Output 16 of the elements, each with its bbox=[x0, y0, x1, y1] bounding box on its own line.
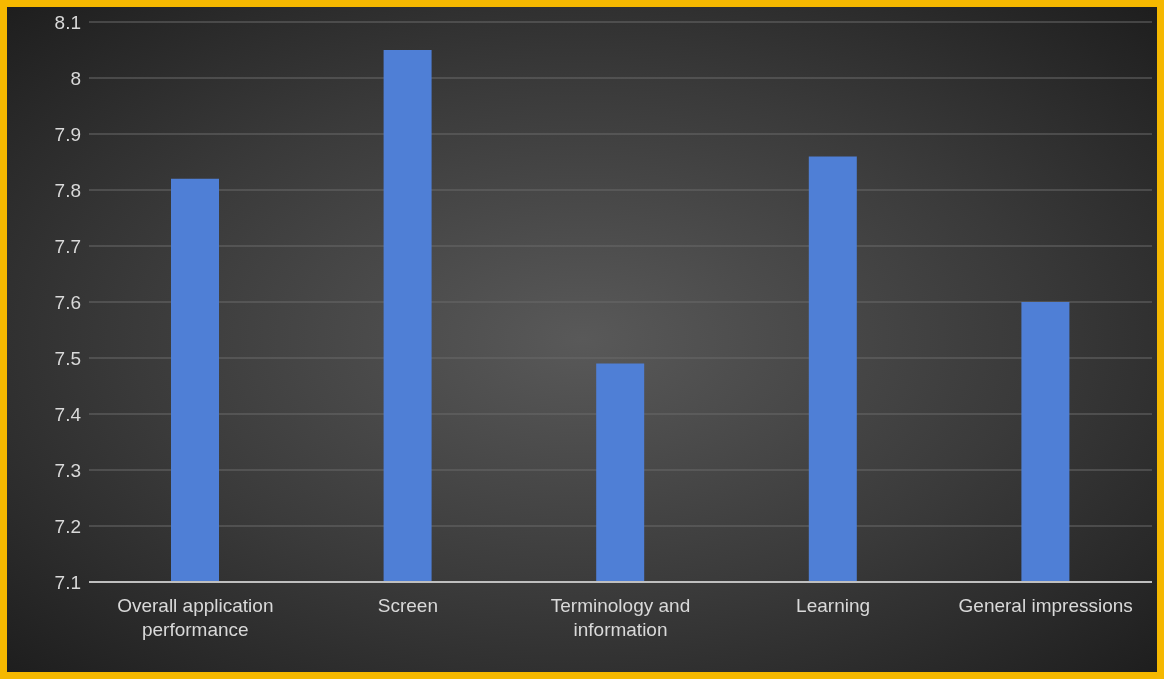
x-tick-label: Learning bbox=[796, 595, 871, 616]
y-tick-label: 7.4 bbox=[54, 403, 82, 425]
y-tick-label: 7.9 bbox=[54, 123, 81, 145]
y-tick-label: 8 bbox=[70, 67, 81, 89]
x-tick-label: Terminology and information bbox=[550, 595, 691, 640]
y-tick-label: 7.6 bbox=[54, 291, 81, 313]
x-tick-label: Screen bbox=[377, 595, 438, 616]
x-tick-label: General impressions bbox=[958, 595, 1133, 616]
y-tick-label: 7.2 bbox=[54, 515, 81, 537]
y-tick-label: 7.3 bbox=[54, 459, 81, 481]
x-tick-label: Overall application performance bbox=[117, 595, 274, 640]
y-tick-label: 7.8 bbox=[54, 179, 81, 201]
y-tick-label: 7.7 bbox=[54, 235, 81, 257]
y-tick-label: 7.5 bbox=[54, 347, 81, 369]
y-tick-label: 8.1 bbox=[54, 11, 81, 33]
y-tick-label: 7.1 bbox=[54, 571, 81, 593]
